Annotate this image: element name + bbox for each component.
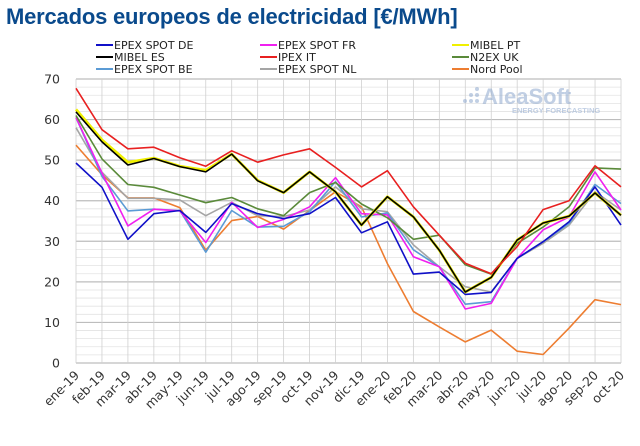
y-tick-label: 0: [52, 356, 60, 371]
y-tick-label: 10: [44, 315, 60, 330]
legend: EPEX SPOT DE EPEX SPOT FR MIBEL PT MIBEL ES…: [96, 39, 523, 76]
legend-label: MIBEL ES: [114, 51, 165, 64]
legend-item-nord-pool: Nord Pool: [452, 63, 523, 76]
series-line-mibel-es: [75, 111, 622, 293]
series-line-epex-spot-de: [75, 162, 622, 296]
legend-label: MIBEL PT: [470, 39, 520, 52]
legend-label: EPEX SPOT DE: [114, 39, 194, 52]
legend-label: IPEX IT: [278, 51, 316, 64]
aleasoft-tagline: ENERGY FORECASTING: [512, 106, 600, 115]
aleasoft-logo: AleaSoft ENERGY FORECASTING: [463, 84, 600, 115]
y-tick-label: 30: [44, 234, 60, 249]
y-tick-label: 40: [44, 193, 60, 208]
series-line-ipex-it: [75, 87, 622, 275]
y-tick-label: 60: [44, 112, 60, 127]
legend-item-mibel-es: MIBEL ES: [96, 51, 165, 64]
legend-item-epex-spot-be: EPEX SPOT BE: [96, 63, 193, 76]
legend-item-epex-spot-nl: EPEX SPOT NL: [260, 63, 357, 76]
legend-item-mibel-pt: MIBEL PT: [452, 39, 520, 52]
y-tick-label: 50: [44, 153, 60, 168]
legend-label: N2EX UK: [470, 51, 519, 64]
series-line-n2ex-uk: [75, 115, 622, 275]
legend-item-n2ex-uk: N2EX UK: [452, 51, 519, 64]
y-axis-ticks: 0 10 20 30 40 50 60 70: [44, 72, 60, 371]
legend-item-ipex-it: IPEX IT: [260, 51, 316, 64]
aleasoft-brand: AleaSoft: [482, 84, 572, 109]
y-tick-label: 70: [44, 72, 60, 87]
chart-title: Mercados europeos de electricidad [€/MWh…: [6, 4, 458, 29]
legend-label: EPEX SPOT FR: [278, 39, 356, 52]
series-line-epex-spot-fr: [75, 117, 622, 310]
series-line-epex-spot-be: [75, 117, 622, 306]
gridlines: [75, 78, 622, 364]
legend-label: Nord Pool: [470, 63, 523, 76]
y-tick-label: 20: [44, 274, 60, 289]
x-axis-ticks: ene-19feb-19mar-19abr-19may-19jun-19jul-…: [41, 367, 628, 411]
series-lines: [74, 87, 622, 356]
aleasoft-logo-dots-icon: [463, 87, 479, 103]
legend-item-epex-spot-fr: EPEX SPOT FR: [260, 39, 356, 52]
legend-label: EPEX SPOT NL: [278, 63, 357, 76]
legend-label: EPEX SPOT BE: [114, 63, 193, 76]
legend-item-epex-spot-de: EPEX SPOT DE: [96, 39, 194, 52]
